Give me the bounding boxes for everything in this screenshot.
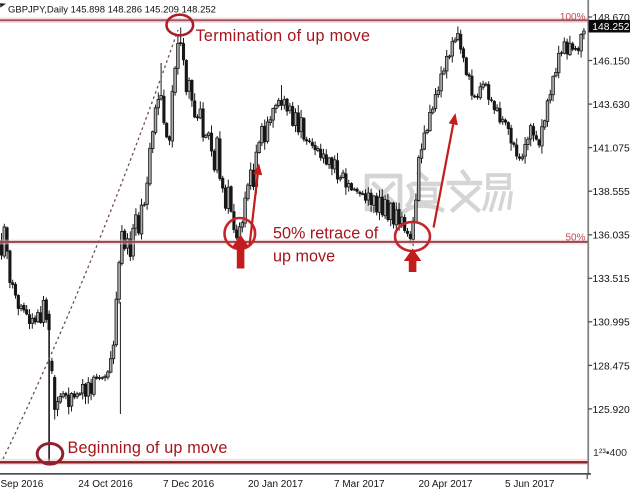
svg-text:130.995: 130.995	[593, 318, 630, 329]
svg-text:148.252: 148.252	[592, 22, 629, 33]
svg-text:146.150: 146.150	[593, 57, 630, 68]
svg-text:50%: 50%	[565, 232, 585, 243]
svg-text:128.475: 128.475	[593, 361, 630, 372]
svg-text:136.035: 136.035	[593, 231, 630, 242]
svg-text:148.670: 148.670	[593, 13, 630, 24]
svg-text:Termination of up move: Termination of up move	[196, 27, 371, 45]
svg-text:24 Oct 2016: 24 Oct 2016	[78, 479, 133, 490]
svg-text:125.920: 125.920	[593, 405, 630, 416]
svg-text:Beginning of up move: Beginning of up move	[68, 439, 228, 457]
svg-text:Sep 2016: Sep 2016	[1, 479, 44, 490]
svg-text:7 Dec 2016: 7 Dec 2016	[163, 479, 215, 490]
svg-text:20 Apr 2017: 20 Apr 2017	[419, 479, 473, 490]
svg-text:up move: up move	[273, 248, 335, 266]
svg-text:5 Jun 2017: 5 Jun 2017	[505, 479, 555, 490]
svg-text:20 Jan 2017: 20 Jan 2017	[248, 479, 303, 490]
svg-text:50% retrace of: 50% retrace of	[273, 225, 379, 243]
svg-text:100%: 100%	[560, 12, 586, 23]
svg-text:7 Mar 2017: 7 Mar 2017	[334, 479, 385, 490]
svg-text:GBPJPY,Daily 145.898 148.286: GBPJPY,Daily 145.898 148.286 145.209 148…	[8, 4, 216, 15]
svg-text:133.515: 133.515	[593, 274, 630, 285]
svg-text:143.630: 143.630	[593, 100, 630, 111]
svg-text:138.555: 138.555	[593, 187, 630, 198]
svg-text:1²³•400: 1²³•400	[593, 448, 627, 459]
svg-text:141.075: 141.075	[593, 144, 630, 155]
